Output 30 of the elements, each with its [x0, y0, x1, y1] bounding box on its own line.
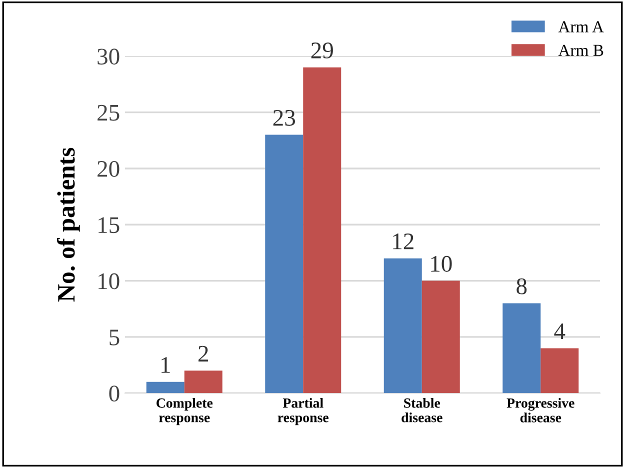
- bar: [502, 303, 541, 394]
- y-tick-label: 5: [110, 330, 120, 346]
- x-tick-label: Partial response: [278, 398, 328, 426]
- bar: [146, 382, 184, 394]
- y-tick-label: 25: [98, 104, 120, 121]
- legend-label: Arm B: [558, 44, 604, 56]
- y-tick-label: 20: [98, 160, 120, 177]
- bar: [184, 370, 222, 394]
- data-label: 12: [393, 234, 414, 250]
- data-label: 2: [198, 346, 208, 362]
- data-label: 4: [554, 323, 566, 339]
- bar: [384, 258, 422, 394]
- bar: [265, 134, 304, 394]
- y-tick-label: 30: [98, 48, 120, 65]
- x-tick-label: Complete response: [156, 398, 213, 426]
- bar: [540, 348, 579, 394]
- bar: [422, 280, 460, 394]
- data-label: 10: [431, 256, 452, 272]
- y-axis-title: No. of patients: [56, 148, 80, 302]
- data-label: 1: [162, 357, 170, 373]
- x-tick-label: Progressive disease: [506, 398, 574, 422]
- bar: [303, 67, 342, 394]
- y-tick-label: 10: [98, 273, 120, 290]
- y-tick-label: 0: [109, 386, 120, 402]
- data-label: 23: [273, 110, 296, 126]
- y-tick-label: 15: [98, 217, 120, 234]
- data-label: 8: [516, 278, 527, 294]
- x-tick-label: Stable disease: [402, 398, 442, 422]
- legend-label: Arm A: [558, 21, 604, 32]
- data-label: 29: [311, 42, 333, 58]
